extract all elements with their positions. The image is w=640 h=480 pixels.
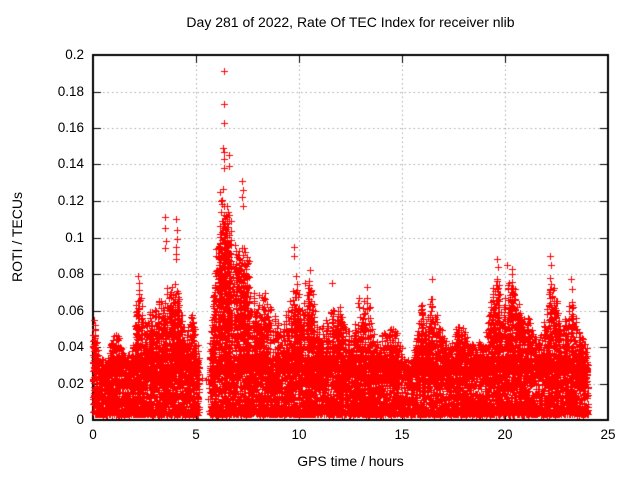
x-tick-label: 15 <box>394 427 410 442</box>
y-tick-label: 0.1 <box>65 230 84 245</box>
x-axis-label: GPS time / hours <box>297 453 404 469</box>
y-tick-label: 0.06 <box>57 303 84 318</box>
y-tick-label: 0 <box>76 412 84 427</box>
x-tick-label: 10 <box>291 427 307 442</box>
chart-title: Day 281 of 2022, Rate Of TEC Index for r… <box>186 14 515 30</box>
x-tick-label: 0 <box>89 427 97 442</box>
y-tick-label: 0.2 <box>65 47 84 62</box>
y-tick-label: 0.12 <box>57 193 84 208</box>
y-tick-label: 0.14 <box>57 156 84 171</box>
x-tick-label: 25 <box>600 427 616 442</box>
y-tick-label: 0.04 <box>57 339 84 354</box>
x-tick-label: 20 <box>497 427 513 442</box>
y-tick-label: 0.02 <box>57 376 84 391</box>
y-tick-label: 0.18 <box>57 84 84 99</box>
x-tick-label: 5 <box>192 427 200 442</box>
y-tick-label: 0.08 <box>57 266 84 281</box>
y-tick-label: 0.16 <box>57 120 84 135</box>
